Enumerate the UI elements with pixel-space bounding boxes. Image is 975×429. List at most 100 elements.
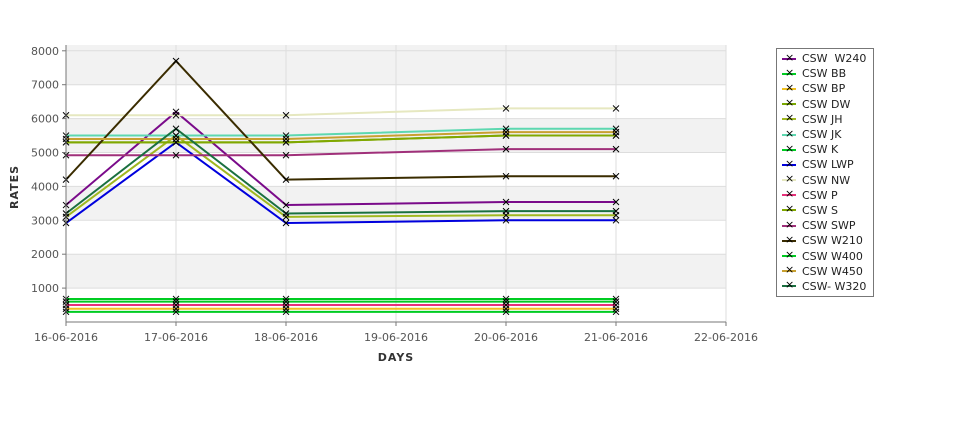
y-tick-label: 7000 <box>31 79 59 92</box>
legend-label: CSW DW <box>802 97 851 111</box>
y-tick-label: 3000 <box>31 214 59 227</box>
data-point <box>172 308 180 316</box>
legend-swatch: × <box>782 248 796 261</box>
data-point <box>282 308 290 316</box>
data-point <box>502 207 510 215</box>
data-point <box>282 210 290 217</box>
data-point <box>612 198 620 206</box>
data-point <box>282 219 290 227</box>
y-tick-label: 8000 <box>31 45 59 58</box>
legend-swatch: × <box>782 111 796 124</box>
legend-item: × CSW W210 <box>777 233 873 248</box>
legend-item: × CSW JH <box>777 111 873 127</box>
data-point <box>282 201 290 209</box>
data-point <box>502 128 510 136</box>
legend-swatch: × <box>782 263 796 276</box>
legend-swatch: × <box>782 142 796 155</box>
data-point <box>172 135 180 143</box>
data-point <box>502 295 510 303</box>
legend-swatch: × <box>782 218 796 231</box>
legend-swatch: × <box>782 172 796 185</box>
legend-item: × CSW LWP <box>777 157 873 172</box>
x-tick-label: 21-06-2016 <box>584 331 648 344</box>
legend-label: CSW LWP <box>802 158 854 172</box>
legend-label: CSW- W320 <box>802 279 867 293</box>
legend-label: CSW K <box>802 143 839 157</box>
data-point <box>502 145 510 153</box>
data-point <box>612 216 620 224</box>
x-tick-label: 19-06-2016 <box>364 331 428 344</box>
data-point <box>282 135 290 143</box>
legend: × CSW W240 × CSW BB × CSW BP × CSW DW × CSW JH × CS… <box>776 48 874 297</box>
legend-item: × CSW K <box>777 142 873 157</box>
legend-swatch: × <box>782 81 796 94</box>
data-point <box>172 125 180 133</box>
legend-label: CSW NW <box>802 173 851 187</box>
series-line-csw-nw <box>66 107 616 117</box>
data-point <box>612 308 620 316</box>
data-point <box>612 172 620 180</box>
data-point <box>502 172 510 180</box>
data-point <box>282 298 290 306</box>
legend-item: × CSW SWP <box>777 218 873 233</box>
legend-label: CSW P <box>802 188 838 202</box>
legend-swatch: × <box>782 187 796 200</box>
data-point <box>172 298 180 306</box>
legend-item: × CSW JK <box>777 127 873 142</box>
data-point <box>502 308 510 316</box>
x-tick-label: 20-06-2016 <box>474 331 538 344</box>
legend-item: × CSW BP <box>777 81 873 96</box>
data-point <box>172 57 180 65</box>
data-point <box>282 111 290 119</box>
data-point <box>172 295 180 303</box>
y-tick-label: 4000 <box>31 180 59 193</box>
legend-label: CSW BP <box>802 82 846 96</box>
legend-swatch: × <box>782 51 796 64</box>
legend-label: CSW JK <box>802 128 842 142</box>
legend-swatch: × <box>782 278 796 291</box>
data-point <box>612 295 620 303</box>
data-point <box>502 216 510 224</box>
data-point <box>612 105 620 112</box>
legend-swatch: × <box>782 96 796 109</box>
data-point <box>282 151 290 159</box>
legend-item: × CSW W240 <box>777 51 873 66</box>
legend-item: × CSW W450 <box>777 263 873 279</box>
x-axis-label: DAYS <box>378 351 414 364</box>
data-point <box>612 207 620 215</box>
legend-item: × CSW S <box>777 202 873 218</box>
legend-item: × CSW BB <box>777 66 873 81</box>
legend-item: × CSW DW <box>777 96 873 112</box>
legend-item: × CSW W400 <box>777 248 873 263</box>
data-point <box>502 298 510 306</box>
data-point <box>282 295 290 303</box>
data-point <box>172 151 180 159</box>
legend-swatch: × <box>782 233 796 246</box>
data-point <box>502 198 510 206</box>
legend-label: CSW JH <box>802 112 843 126</box>
x-tick-label: 22-06-2016 <box>694 331 758 344</box>
data-point <box>612 145 620 153</box>
data-point <box>502 105 510 112</box>
y-tick-label: 1000 <box>31 282 59 295</box>
legend-swatch: × <box>782 157 796 170</box>
legend-item: × CSW- W320 <box>777 278 873 294</box>
y-tick-label: 6000 <box>31 113 59 126</box>
y-axis-label: RATES <box>8 165 21 209</box>
legend-label: CSW W240 <box>802 52 867 66</box>
legend-label: CSW SWP <box>802 219 856 233</box>
x-tick-label: 17-06-2016 <box>144 331 208 344</box>
x-tick-label: 18-06-2016 <box>254 331 318 344</box>
legend-item: × CSW NW <box>777 172 873 188</box>
legend-label: CSW W450 <box>802 264 863 278</box>
legend-item: × CSW P <box>777 187 873 203</box>
data-point <box>612 128 620 136</box>
x-tick-label: 16-06-2016 <box>34 331 98 344</box>
legend-swatch: × <box>782 66 796 79</box>
legend-label: CSW W400 <box>802 249 863 263</box>
data-point <box>172 111 180 119</box>
data-point <box>282 176 290 183</box>
legend-label: CSW W210 <box>802 234 863 248</box>
y-tick-label: 5000 <box>31 147 59 160</box>
